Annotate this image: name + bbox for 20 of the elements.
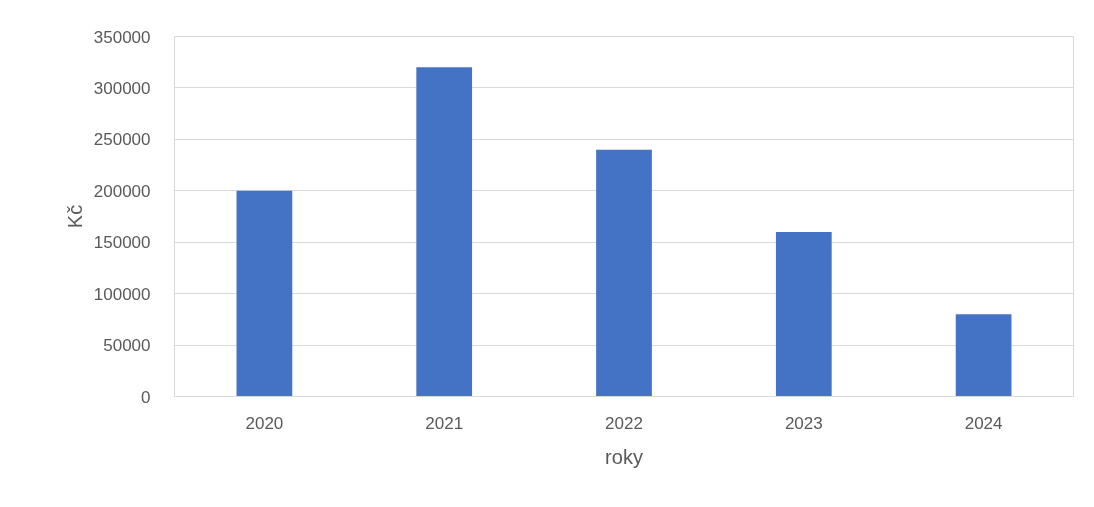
x-tick-label: 2023	[784, 413, 823, 433]
x-tick-label: 2024	[964, 413, 1003, 433]
x-tick-label: 2020	[245, 413, 284, 433]
y-axis-title: Kč	[63, 204, 86, 229]
y-tick-label: 50000	[103, 336, 151, 356]
bar	[236, 190, 293, 397]
y-tick-label: 0	[141, 387, 151, 407]
bar	[775, 231, 832, 397]
bar	[955, 314, 1012, 397]
x-tick-label: 2022	[605, 413, 643, 433]
x-tick-label: 2021	[425, 413, 464, 433]
bar	[596, 149, 652, 397]
y-tick-label: 250000	[93, 130, 151, 150]
y-tick-label: 350000	[93, 27, 151, 47]
y-tick-label: 200000	[93, 181, 151, 201]
bar	[416, 67, 473, 397]
y-tick-label: 300000	[93, 78, 151, 98]
y-tick-label: 100000	[93, 284, 151, 304]
y-tick-label: 150000	[93, 233, 151, 253]
x-axis-title: roky	[605, 445, 643, 468]
